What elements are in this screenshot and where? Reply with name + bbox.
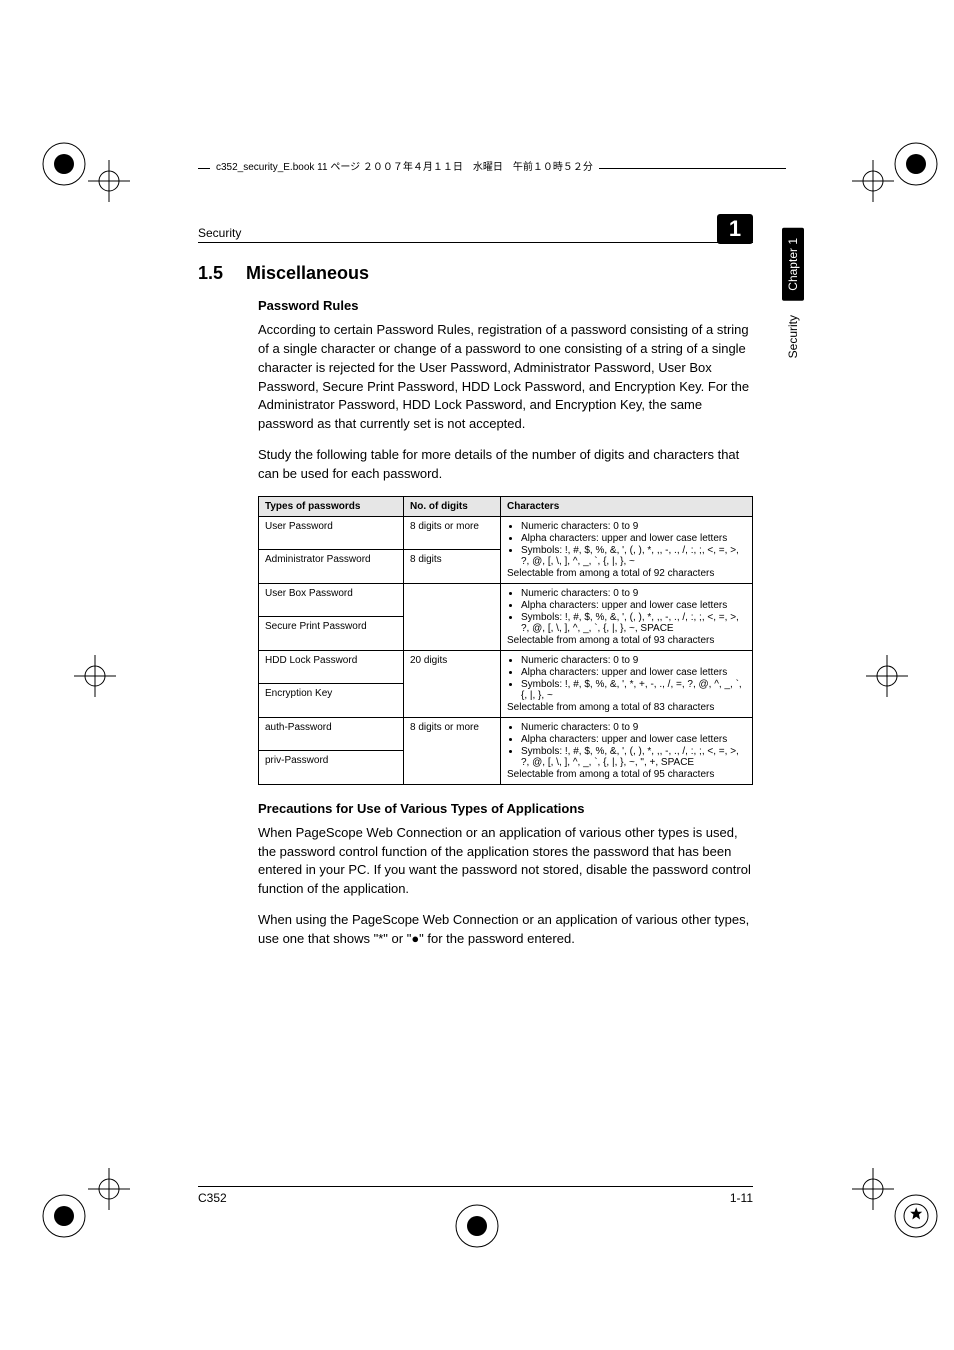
footer-model: C352: [198, 1191, 227, 1205]
cell-type: HDD Lock Password: [259, 650, 404, 684]
cell-digits-empty: [404, 583, 501, 650]
char-numeric: Numeric characters: 0 to 9: [521, 588, 746, 599]
precautions-para-1: When PageScope Web Connection or an appl…: [258, 824, 753, 899]
chapter-number-box: 1: [717, 214, 753, 244]
section-heading: 1.5Miscellaneous: [198, 263, 753, 284]
content-area: Security 1 1.5Miscellaneous Password Rul…: [198, 210, 753, 961]
cell-digits: 8 digits or more: [404, 516, 501, 550]
registration-mark: [74, 655, 116, 697]
char-numeric: Numeric characters: 0 to 9: [521, 655, 746, 666]
char-numeric: Numeric characters: 0 to 9: [521, 521, 746, 532]
password-rules-heading: Password Rules: [258, 298, 753, 313]
cell-type: User Password: [259, 516, 404, 550]
running-head-title: Security: [198, 226, 241, 240]
side-tab-section: Security: [786, 315, 800, 358]
char-alpha: Alpha characters: upper and lower case l…: [521, 734, 746, 745]
table-row: HDD Lock Password 20 digits Numeric char…: [259, 650, 753, 684]
cell-chars: Numeric characters: 0 to 9 Alpha charact…: [501, 650, 753, 717]
page-footer: C352 1-11: [198, 1186, 753, 1205]
char-selectable: Selectable from among a total of 92 char…: [507, 568, 746, 579]
table-row: User Password 8 digits or more Numeric c…: [259, 516, 753, 550]
password-rules-para-2: Study the following table for more detai…: [258, 446, 753, 484]
footer-page: 1-11: [730, 1191, 753, 1205]
precautions-para-2: When using the PageScope Web Connection …: [258, 911, 753, 949]
char-symbols: Symbols: !, #, $, %, &, ', (, ), *, ,, -…: [521, 746, 746, 768]
cell-type: User Box Password: [259, 583, 404, 617]
char-symbols: Symbols: !, #, $, %, &, ', (, ), *, ,, -…: [521, 545, 746, 567]
registration-mark: [866, 655, 908, 697]
cell-chars: Numeric characters: 0 to 9 Alpha charact…: [501, 717, 753, 784]
cell-type: priv-Password: [259, 751, 404, 785]
char-alpha: Alpha characters: upper and lower case l…: [521, 667, 746, 678]
col-types: Types of passwords: [259, 496, 404, 516]
precautions-heading: Precautions for Use of Various Types of …: [258, 801, 753, 816]
cell-digits: 8 digits or more: [404, 717, 501, 784]
corner-ornament: [40, 1192, 88, 1240]
side-tab-chapter: Chapter 1: [782, 228, 804, 301]
char-symbols: Symbols: !, #, $, %, &, ', *, +, -, ., /…: [521, 679, 746, 701]
corner-ornament: [892, 140, 940, 188]
cell-type: Encryption Key: [259, 684, 404, 718]
cell-type: Secure Print Password: [259, 617, 404, 651]
table-row: auth-Password 8 digits or more Numeric c…: [259, 717, 753, 751]
registration-mark: [852, 160, 894, 202]
char-numeric: Numeric characters: 0 to 9: [521, 722, 746, 733]
cell-type: Administrator Password: [259, 550, 404, 584]
cell-chars: Numeric characters: 0 to 9 Alpha charact…: [501, 516, 753, 583]
char-alpha: Alpha characters: upper and lower case l…: [521, 533, 746, 544]
registration-mark: [88, 160, 130, 202]
running-head: Security 1: [198, 210, 753, 243]
table-row: User Box Password Numeric characters: 0 …: [259, 583, 753, 617]
registration-mark: [88, 1168, 130, 1210]
password-table: Types of passwords No. of digits Charact…: [258, 496, 753, 785]
cell-type: auth-Password: [259, 717, 404, 751]
corner-ornament: [40, 140, 88, 188]
corner-ornament: [892, 1192, 940, 1240]
char-selectable: Selectable from among a total of 93 char…: [507, 635, 746, 646]
cell-digits: 8 digits: [404, 550, 501, 584]
table-header-row: Types of passwords No. of digits Charact…: [259, 496, 753, 516]
header-filename: c352_security_E.book 11 ページ ２００７年４月１１日 水…: [210, 158, 599, 173]
col-chars: Characters: [501, 496, 753, 516]
page: c352_security_E.book 11 ページ ２００７年４月１１日 水…: [0, 0, 954, 1350]
char-selectable: Selectable from among a total of 95 char…: [507, 769, 746, 780]
char-symbols: Symbols: !, #, $, %, &, ', (, ), *, ,, -…: [521, 612, 746, 634]
section-title: Miscellaneous: [246, 263, 369, 283]
side-tab: Chapter 1 Security: [778, 228, 808, 358]
char-alpha: Alpha characters: upper and lower case l…: [521, 600, 746, 611]
section-number: 1.5: [198, 263, 246, 284]
char-selectable: Selectable from among a total of 83 char…: [507, 702, 746, 713]
col-digits: No. of digits: [404, 496, 501, 516]
password-rules-para-1: According to certain Password Rules, reg…: [258, 321, 753, 434]
corner-ornament: [453, 1202, 501, 1255]
registration-mark: [852, 1168, 894, 1210]
cell-digits: 20 digits: [404, 650, 501, 717]
cell-chars: Numeric characters: 0 to 9 Alpha charact…: [501, 583, 753, 650]
